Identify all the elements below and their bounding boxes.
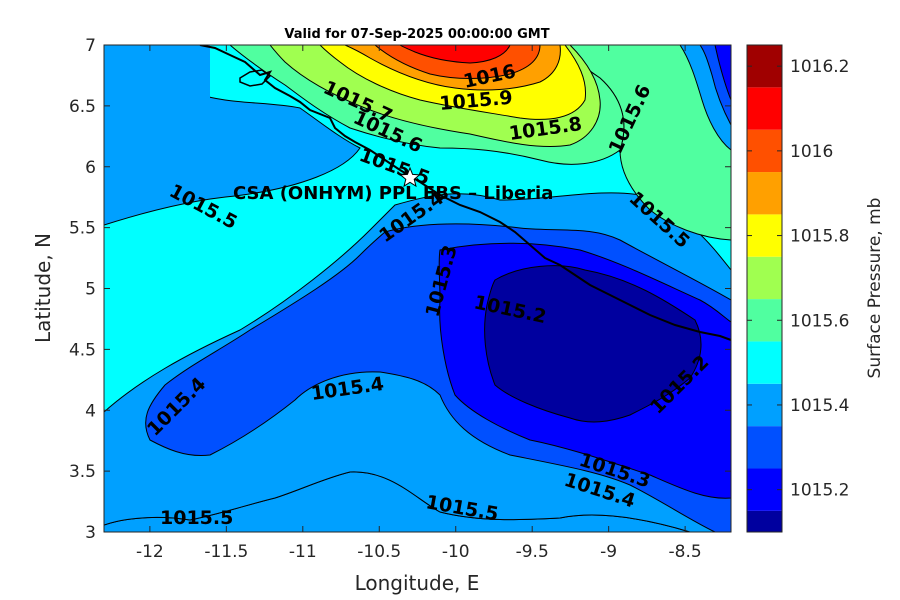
y-tick-label: 5 (85, 280, 96, 300)
y-tick-label: 4.5 (69, 340, 96, 360)
colorbar-cell (747, 172, 782, 215)
y-tick-label: 4 (85, 401, 96, 421)
y-tick-label: 3.5 (69, 462, 96, 482)
colorbar-tick-label: 1016 (790, 142, 833, 162)
x-tick-label: -9 (600, 542, 617, 562)
y-tick-label: 6 (85, 158, 96, 178)
colorbar-cell (747, 129, 782, 173)
x-axis: -12 -11.5 -11 -10.5 -10 -9.5 -9 -8.5 Longitude,… (136, 45, 702, 595)
x-tick-label: -8.5 (669, 542, 702, 562)
colorbar-cell (747, 383, 782, 427)
colorbar-cell (747, 256, 782, 300)
x-tick-label: -9.5 (516, 542, 549, 562)
colorbar-cell (747, 341, 782, 384)
site-label: CSA (ONHYM) PPL EBS – Liberia (233, 183, 553, 204)
x-tick-label: -12 (136, 542, 164, 562)
colorbar: 1015.2 1015.4 1015.6 1015.8 1016 1016.2 Surfa… (746, 44, 885, 533)
colorbar-tick-label: 1016.2 (790, 57, 849, 77)
contour-label: 1015.5 (160, 507, 233, 529)
pressure-1016-1-band (399, 45, 511, 64)
y-tick-label: 3 (85, 523, 96, 543)
y-axis-label: Latitude, N (31, 233, 55, 343)
pressure-1015-4-band-upperleft (104, 45, 210, 100)
y-axis: 3 3.5 4 4.5 5 5.5 6 6.5 7 Latitude, N (31, 36, 731, 543)
x-axis-label: Longitude, E (355, 571, 480, 595)
colorbar-cell (747, 468, 782, 511)
colorbar-tick-label: 1015.6 (790, 311, 849, 331)
x-tick-label: -10 (442, 542, 470, 562)
colorbar-cell (747, 87, 782, 130)
colorbar-cell (747, 214, 782, 257)
colorbar-tick-label: 1015.8 (790, 227, 849, 247)
coastline-inlet (239, 69, 272, 87)
colorbar-cell (747, 299, 782, 342)
y-tick-label: 7 (85, 36, 96, 56)
colorbar-tick-label: 1015.2 (790, 481, 849, 501)
site-star-marker (399, 166, 421, 188)
contour-field (104, 45, 731, 532)
y-tick-label: 5.5 (69, 219, 96, 239)
colorbar-cell (747, 426, 782, 469)
colorbar-label: Surface Pressure, mb (865, 198, 885, 379)
x-tick-label: -10.5 (357, 542, 401, 562)
x-tick-label: -11.5 (204, 542, 248, 562)
colorbar-tick-label: 1015.4 (790, 396, 849, 416)
colorbar-frame (746, 44, 783, 533)
pressure-1015-1-band (484, 265, 702, 423)
colorbar-cell (747, 510, 782, 532)
map-title: Valid for 07-Sep-2025 00:00:00 GMT (284, 27, 549, 42)
colorbar-cell (747, 45, 782, 88)
x-tick-label: -11 (289, 542, 317, 562)
y-tick-label: 6.5 (69, 97, 96, 117)
